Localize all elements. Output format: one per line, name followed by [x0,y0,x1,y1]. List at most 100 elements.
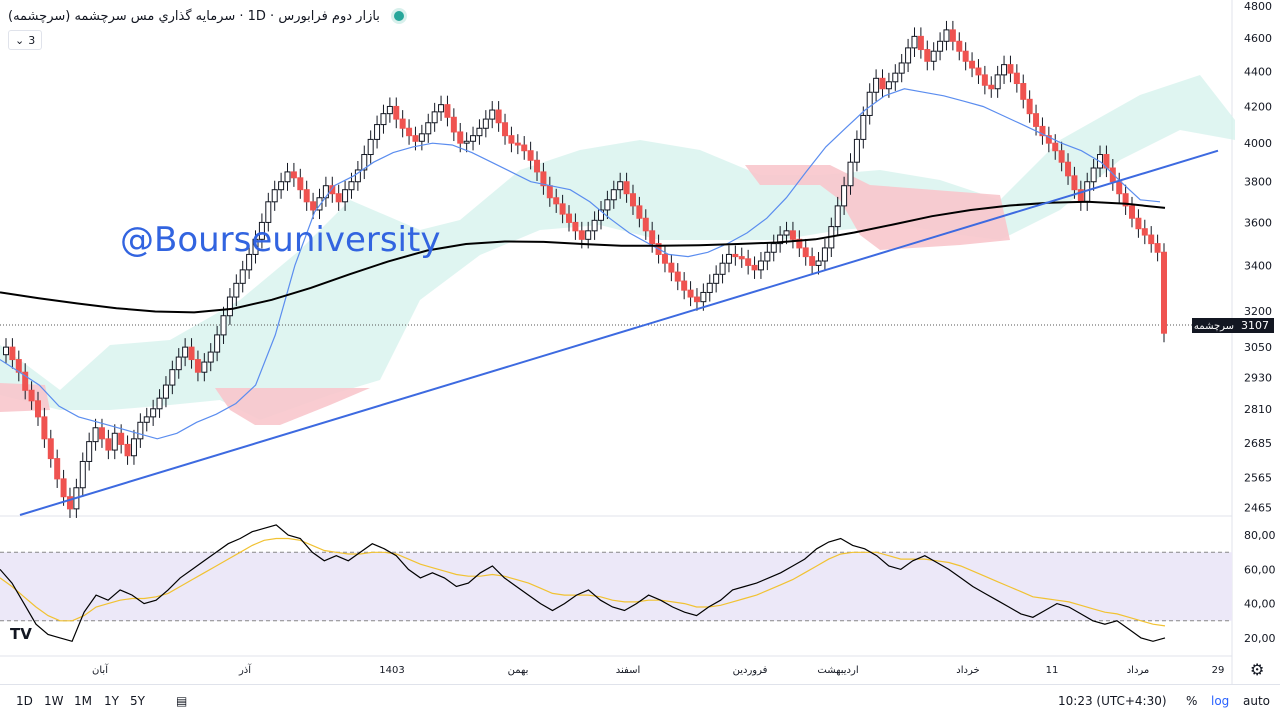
candle-down [194,359,201,373]
candle-up [3,346,9,356]
candle-up [150,408,157,418]
legend-toggle[interactable]: ⌄ 3 [8,30,43,50]
candle-up [905,47,912,64]
candle-up [821,247,828,262]
symbol-title[interactable]: بازار دوم فرابورس · 1D · سرمایه گذاري مس… [8,8,380,24]
candle-down [303,189,310,203]
candle-down [1026,98,1033,115]
candle-down [668,262,675,273]
candle-down [975,67,982,76]
log-toggle[interactable]: log [1211,694,1230,708]
candle-down [1141,228,1148,236]
candle-up [777,234,784,245]
candle-up [597,209,604,221]
candle-up [841,185,848,207]
candle-up [207,351,214,363]
gear-icon[interactable]: ⚙ [1250,660,1265,679]
candle-down [290,171,297,179]
candle-up [438,104,445,113]
candle-down [444,104,451,118]
candle-up [278,181,285,191]
bottom-toolbar: 1D 1W 1M 1Y 5Y ▤ 10:23 (UTC+4:30) % log … [0,684,1280,720]
candle-down [534,159,541,173]
candle-up [175,356,182,371]
candle-up [418,133,425,142]
price-tick-label: 2685 [1244,437,1272,450]
candle-down [406,127,413,137]
auto-toggle[interactable]: auto [1243,694,1271,708]
rsi-signal-line [0,537,1166,627]
candle-up [182,346,189,358]
candle-down [981,74,988,86]
percent-toggle[interactable]: % [1186,694,1198,708]
candle-down [105,438,112,451]
range-5y-button[interactable]: 5Y [130,694,145,708]
time-tick-label: فروردین [733,665,768,676]
ichimoku-cloud-bullish [0,75,1235,420]
price-tick-label: 4200 [1244,100,1272,113]
candle-up [1001,64,1008,76]
moving-average-line [0,200,1166,314]
candle-up [220,315,227,336]
candle-down [1058,150,1065,163]
range-1w-button[interactable]: 1W [44,694,64,708]
rsi-tick-label: 60,00 [1244,563,1276,576]
candle-down [335,193,342,203]
candle-down [393,105,400,120]
candle-down [1007,64,1014,74]
candle-down [527,150,534,161]
trend-line [19,149,1219,516]
candle-down [1122,193,1129,207]
price-tick-label: 3800 [1244,176,1272,189]
candle-down [988,84,995,90]
tradingview-logo-icon[interactable]: TV [10,625,32,643]
price-tick-label: 3400 [1244,259,1272,272]
time-tick-label: بهمن [508,665,529,676]
time-tick-label: 11 [1046,665,1059,676]
candle-up [847,161,854,187]
candle-up [233,282,240,298]
range-1m-button[interactable]: 1M [74,694,92,708]
rsi-line [0,524,1166,643]
candle-down [1065,161,1072,177]
candle-up [169,369,176,386]
candle-down [693,296,700,303]
candle-down [1071,175,1078,191]
candle-down [962,50,969,62]
time-tick-label: مرداد [1127,665,1150,676]
legend-count: 3 [28,33,36,47]
time-tick-label: 29 [1212,665,1225,676]
range-1y-button[interactable]: 1Y [104,694,119,708]
candle-down [1052,142,1059,152]
candle-down [1039,125,1046,137]
price-tick-label: 2465 [1244,501,1272,514]
candle-down [34,400,41,418]
range-1d-button[interactable]: 1D [16,694,33,708]
candle-up [1090,167,1097,183]
candle-down [674,271,681,282]
candle-down [118,432,125,445]
candle-down [22,371,29,391]
candle-down [1129,205,1136,219]
clock-timezone[interactable]: 10:23 (UTC+4:30) [1058,694,1167,708]
candle-up [111,432,118,451]
candle-down [661,253,668,264]
candle-down [1161,251,1167,334]
candle-up [757,260,764,271]
candle-up [725,253,732,264]
candle-up [162,384,169,399]
date-range-icon[interactable]: ▤ [176,694,188,708]
candle-up [860,114,867,140]
candle-up [380,113,387,126]
candle-down [809,256,816,266]
candle-down [47,438,54,460]
candle-down [732,253,739,258]
candle-down [98,427,105,440]
candle-up [143,416,150,423]
candle-up [246,253,253,271]
candle-up [348,181,355,191]
candle-down [540,171,547,187]
candle-down [399,118,406,129]
time-tick-label: خرداد [956,665,979,676]
